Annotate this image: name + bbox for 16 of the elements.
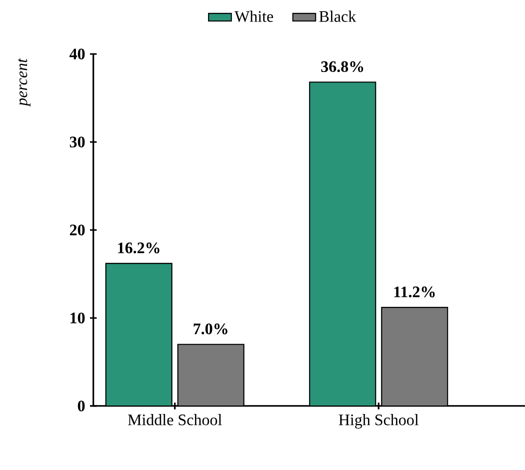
y-tick-label: 10 [70, 312, 85, 324]
bar [309, 82, 376, 406]
y-tick-label: 0 [78, 400, 85, 412]
x-tick-label: Middle School [128, 414, 222, 426]
y-tick-label: 20 [70, 224, 85, 236]
y-tick-label: 40 [70, 48, 85, 60]
legend-label: White [234, 10, 274, 22]
bar [105, 262, 172, 406]
y-tick-label: 30 [70, 136, 85, 148]
y-axis-title: percent [18, 58, 30, 107]
legend-label: Black [319, 10, 356, 22]
data-label: 7.0% [194, 323, 228, 334]
data-label: 16.2% [118, 242, 160, 254]
data-label: 36.8% [321, 61, 364, 72]
x-tick-label: High School [338, 414, 419, 429]
data-label: 11.2% [394, 286, 435, 298]
